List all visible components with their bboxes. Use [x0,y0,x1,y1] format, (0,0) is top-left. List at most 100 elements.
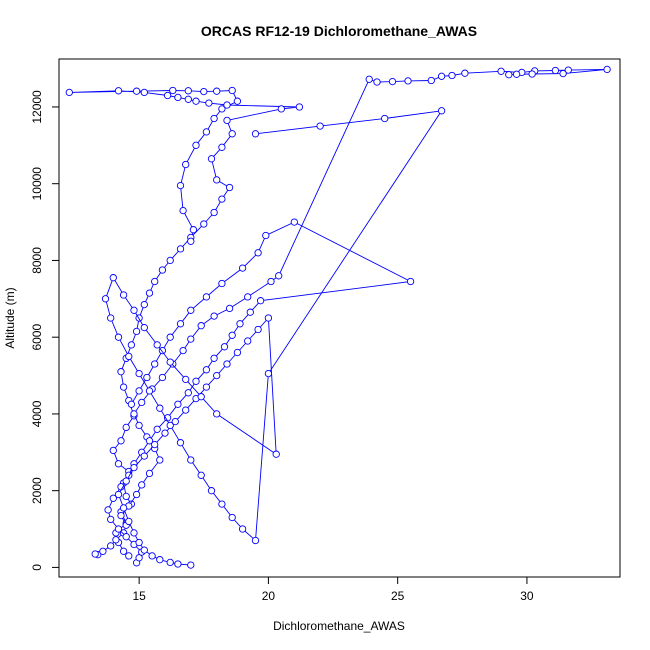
data-point [184,389,192,397]
data-point [119,383,128,391]
plot-frame [58,58,621,578]
data-point [238,525,247,533]
data-point [228,513,236,522]
data-point [140,452,148,460]
data-point [166,333,174,341]
data-point [213,176,221,184]
data-point [119,547,128,555]
data-point [213,371,221,380]
data-point [254,249,262,257]
x-tick-label: 15 [132,589,146,603]
data-point [277,105,285,113]
data-point [132,327,141,336]
data-point [197,393,205,401]
y-tick-label: 2000 [30,477,44,504]
data-point [182,375,190,384]
y-axis-label: Altitude (m) [3,287,17,348]
data-point [99,547,107,555]
data-point [437,107,446,115]
data-point [295,103,304,111]
data-point [505,71,513,79]
data-point [122,533,130,541]
data-point [223,116,231,125]
data-point [223,360,231,368]
data-point [192,141,200,149]
data-point [140,300,148,309]
data-point [138,398,146,407]
data-point [244,337,252,345]
data-point [166,558,174,567]
data-point [156,556,164,564]
data-point [156,456,164,464]
data-point [264,314,273,322]
data-point [122,477,130,485]
data-point [251,536,260,545]
data-point [117,511,125,520]
data-point [262,231,270,240]
data-point [114,333,123,341]
data-point [187,335,195,343]
data-point [551,66,560,75]
data-point [187,306,195,314]
data-point [236,320,244,328]
data-point [163,91,172,100]
x-axis-label: Dichloromethane_AWAS [273,619,405,633]
data-point [174,93,182,102]
data-series [91,65,611,559]
data-series [65,86,304,560]
data-point [176,245,185,253]
data-point [228,130,236,138]
data-point [218,105,226,113]
data-point [264,369,273,378]
data-point [125,552,133,560]
data-point [176,181,185,190]
data-point [404,77,412,85]
data-point [406,277,415,286]
data-point [244,293,252,301]
data-point [228,331,236,339]
series-line [107,221,413,564]
data-point [246,308,254,316]
data-point [117,368,125,376]
data-point [117,437,125,445]
data-point [290,218,298,226]
data-point [145,289,154,297]
data-point [125,352,133,361]
data-point [158,266,167,274]
data-point [171,417,179,426]
series-line [93,68,608,556]
data-point [153,425,161,433]
data-point [127,400,136,408]
data-point [112,536,120,544]
data-point [130,410,138,418]
data-point [166,421,174,430]
data-point [427,76,435,85]
series-line [69,90,300,557]
data-point [225,304,234,313]
data-point [140,88,148,97]
data-point [223,101,231,109]
data-point [256,297,265,305]
data-point [316,122,324,130]
data-point [107,515,115,524]
data-point [135,369,143,378]
data-point [202,366,211,374]
data-point [218,143,226,151]
data-point [145,469,154,478]
data-point [166,358,174,366]
data-point [225,183,234,192]
data-point [233,97,242,105]
data-point [122,423,130,432]
data-point [213,410,221,418]
x-tick-label: 20 [262,589,276,603]
data-point [135,421,143,430]
data-point [197,471,205,479]
data-point [107,542,115,550]
data-point [114,460,123,468]
data-point [91,550,99,558]
y-tick-label: 10000 [30,167,44,201]
data-point [109,274,117,282]
data-point [135,538,143,547]
data-point [174,400,182,408]
y-tick-label: 0 [30,564,44,571]
